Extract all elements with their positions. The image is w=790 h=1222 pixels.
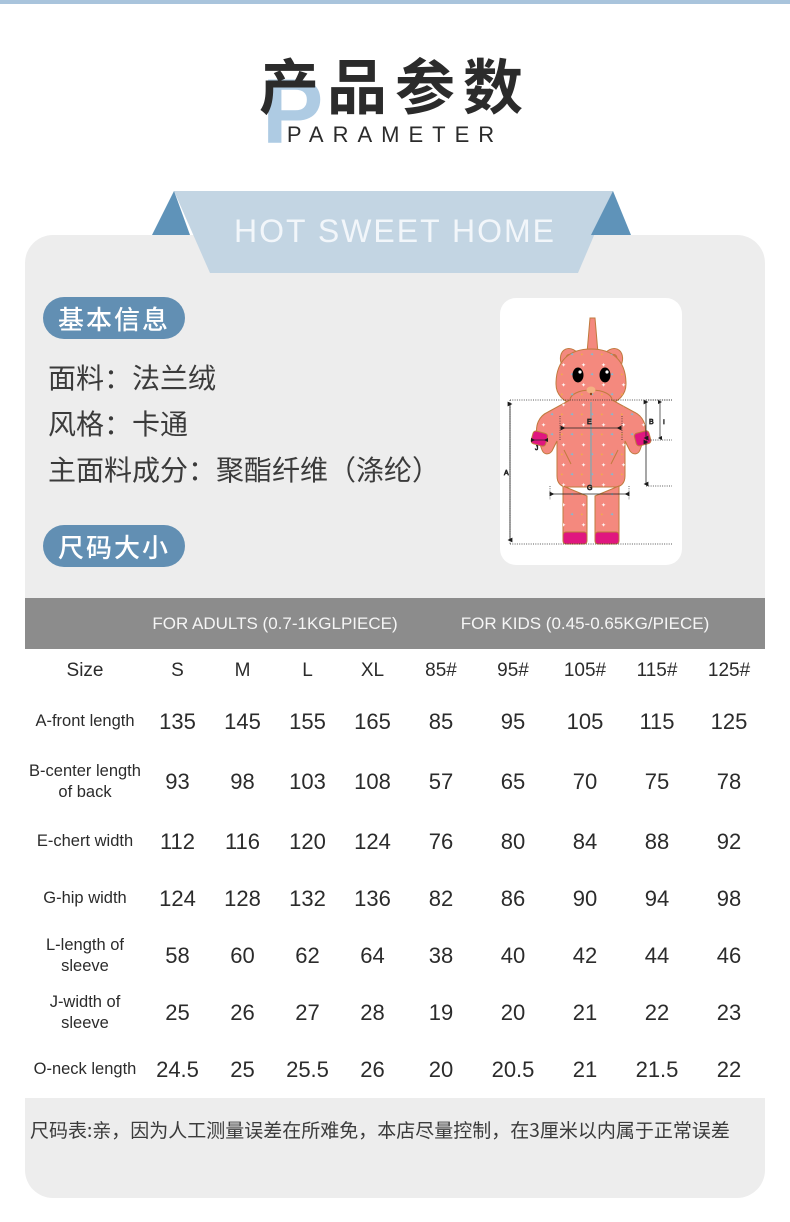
svg-text:J: J (535, 445, 538, 452)
svg-text:G: G (587, 485, 592, 492)
svg-text:B: B (649, 419, 654, 426)
svg-text:I: I (663, 419, 665, 426)
svg-text:E: E (587, 419, 592, 426)
svg-text:A: A (504, 470, 509, 477)
